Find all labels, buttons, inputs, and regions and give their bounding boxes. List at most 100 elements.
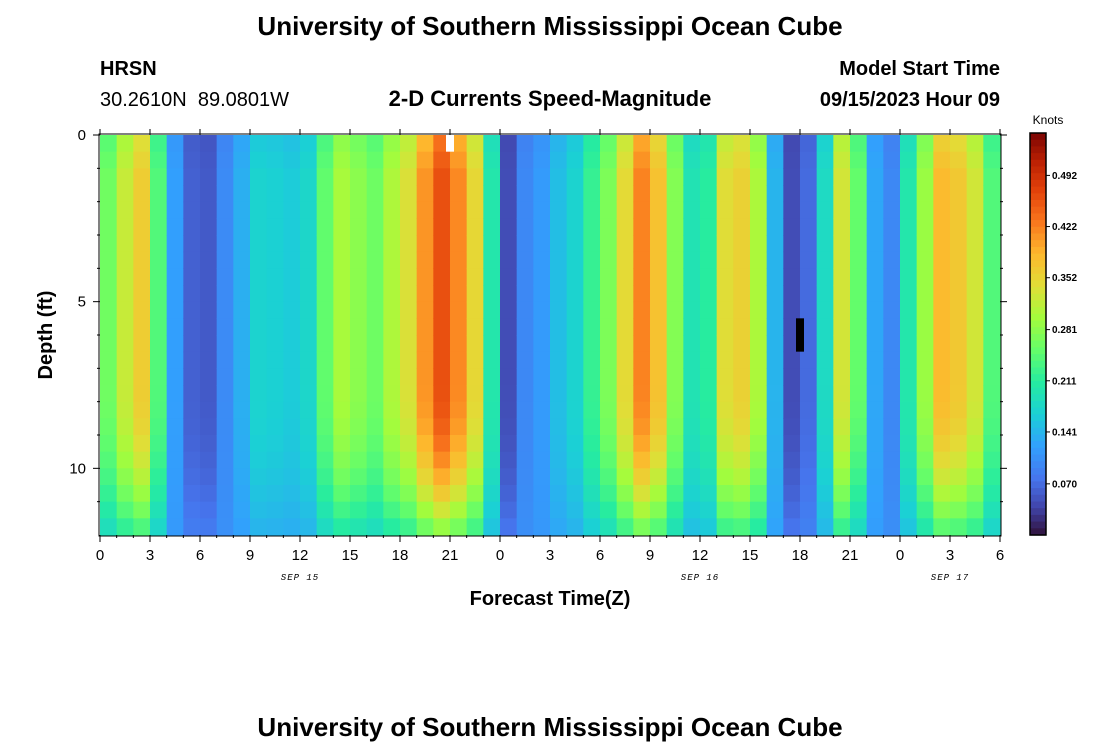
heatmap-cell: [100, 135, 118, 153]
heatmap-cell: [533, 468, 551, 486]
heatmap-cell: [850, 185, 868, 203]
heatmap-cell: [850, 435, 868, 453]
heatmap-cell: [866, 285, 884, 303]
heatmap-cell: [566, 385, 584, 403]
heatmap-cell: [883, 401, 901, 419]
heatmap-cell: [983, 185, 1001, 203]
heatmap-cell: [300, 401, 318, 419]
heatmap-cell: [383, 285, 401, 303]
heatmap-cell: [850, 268, 868, 286]
heatmap-cell: [616, 401, 634, 419]
heatmap-cell: [250, 485, 268, 503]
heatmap-cell: [216, 201, 234, 219]
heatmap-cell: [983, 451, 1001, 469]
heatmap-cell: [983, 418, 1001, 436]
heatmap-cell: [800, 218, 818, 236]
heatmap-cell: [466, 268, 484, 286]
heatmap-cell: [216, 451, 234, 469]
heatmap-cell: [500, 335, 518, 353]
heatmap-cell: [800, 451, 818, 469]
heatmap-cell: [566, 168, 584, 186]
heatmap-cell: [950, 268, 968, 286]
heatmap-cell: [516, 168, 534, 186]
heatmap-cell: [316, 385, 334, 403]
heatmap-cell: [250, 451, 268, 469]
heatmap-cell: [616, 168, 634, 186]
heatmap-cell: [750, 335, 768, 353]
heatmap-cell: [316, 268, 334, 286]
heatmap-cell: [283, 518, 301, 536]
heatmap-cell: [316, 518, 334, 536]
heatmap-cell: [550, 351, 568, 369]
heatmap-cell: [800, 318, 818, 336]
heatmap-cell: [466, 501, 484, 519]
heatmap-cell: [833, 135, 851, 153]
heatmap-cell: [850, 468, 868, 486]
heatmap-cell: [916, 185, 934, 203]
heatmap-cell: [916, 268, 934, 286]
heatmap-cell: [983, 218, 1001, 236]
heatmap-cell: [216, 268, 234, 286]
heatmap-cell: [400, 135, 418, 153]
y-tick-label: 5: [78, 294, 86, 311]
heatmap-cell: [966, 218, 984, 236]
heatmap-cell: [233, 368, 251, 386]
heatmap-cell: [916, 201, 934, 219]
heatmap-cell: [816, 251, 834, 269]
heatmap-cell: [850, 385, 868, 403]
heatmap-cell: [283, 468, 301, 486]
heatmap-cell: [500, 251, 518, 269]
heatmap-cell: [866, 451, 884, 469]
heatmap-cell: [350, 301, 368, 319]
heatmap-cell: [566, 318, 584, 336]
station-coordinates: 30.2610N 89.0801W: [100, 89, 289, 111]
heatmap-cell: [166, 251, 184, 269]
heatmap-cell: [516, 351, 534, 369]
colorbar-segment: [1030, 179, 1046, 188]
heatmap-cell: [866, 368, 884, 386]
heatmap-cell: [233, 435, 251, 453]
heatmap-cell: [966, 301, 984, 319]
heatmap-cell: [866, 401, 884, 419]
heatmap-cell: [183, 318, 201, 336]
colorbar-label: Knots: [1033, 113, 1064, 127]
heatmap-cell: [733, 368, 751, 386]
heatmap-cell: [516, 468, 534, 486]
heatmap-cell: [483, 268, 501, 286]
heatmap-cell: [466, 468, 484, 486]
heatmap-cell: [416, 318, 434, 336]
heatmap-cell: [733, 401, 751, 419]
heatmap-cell: [750, 235, 768, 253]
heatmap-cell: [700, 235, 718, 253]
heatmap-cell: [383, 368, 401, 386]
heatmap-cell: [316, 218, 334, 236]
heatmap-cell: [316, 335, 334, 353]
heatmap-cell: [616, 518, 634, 536]
heatmap-cell: [583, 301, 601, 319]
heatmap-cell: [816, 335, 834, 353]
heatmap-cell: [250, 335, 268, 353]
heatmap-cell: [383, 218, 401, 236]
heatmap-cell: [966, 135, 984, 153]
heatmap-cell: [283, 485, 301, 503]
heatmap-cell: [116, 401, 134, 419]
heatmap-cell: [300, 135, 318, 153]
heatmap-cell: [483, 435, 501, 453]
heatmap-cell: [416, 368, 434, 386]
heatmap-cell: [350, 151, 368, 169]
heatmap-cell: [333, 235, 351, 253]
heatmap-cell: [666, 151, 684, 169]
heatmap-cell: [566, 451, 584, 469]
heatmap-cell: [250, 518, 268, 536]
heatmap-cell: [616, 151, 634, 169]
heatmap-cell: [500, 501, 518, 519]
heatmap-cell: [566, 151, 584, 169]
heatmap-cell: [650, 151, 668, 169]
heatmap-cell: [433, 468, 451, 486]
heatmap-cell: [750, 501, 768, 519]
heatmap-cell: [466, 251, 484, 269]
heatmap-cell: [616, 468, 634, 486]
heatmap-cell: [116, 301, 134, 319]
colorbar-tick-label: 0.281: [1052, 325, 1077, 336]
heatmap-cell: [500, 401, 518, 419]
